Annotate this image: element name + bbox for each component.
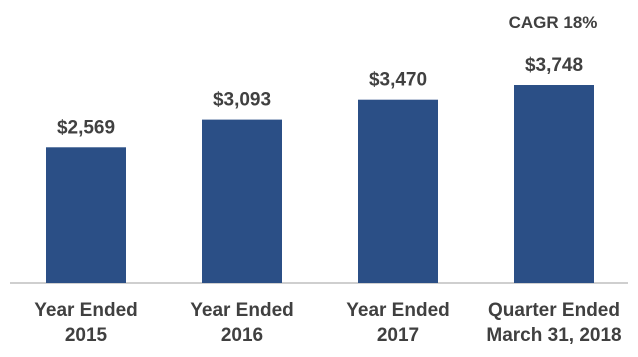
x-tick-label-3-line-1: Year Ended xyxy=(346,300,450,321)
x-tick-label-1-line-2: 2015 xyxy=(65,325,108,346)
bar-4 xyxy=(514,85,594,283)
cagr-annotation: CAGR 18% xyxy=(509,13,598,32)
x-tick-label-4-line-1: Quarter Ended xyxy=(488,300,620,321)
x-tick-label-1-line-1: Year Ended xyxy=(34,300,138,321)
value-label-1: $2,569 xyxy=(57,117,115,138)
tick-labels-layer: Year Ended 2015 Year Ended 2016 Year Ended 20… xyxy=(34,300,621,346)
bar-3 xyxy=(358,99,438,283)
value-labels-layer: $2,569 $3,093 $3,470 $3,748 xyxy=(57,55,583,138)
value-label-2: $3,093 xyxy=(213,90,271,111)
x-tick-label-2-line-1: Year Ended xyxy=(190,300,294,321)
x-tick-label-2-line-2: 2016 xyxy=(221,325,263,346)
value-label-3: $3,470 xyxy=(369,70,427,91)
x-tick-label-3-line-2: 2017 xyxy=(377,325,419,346)
bars-layer xyxy=(46,85,594,283)
bar-1 xyxy=(46,147,126,283)
bar-2 xyxy=(202,119,282,283)
value-label-4: $3,748 xyxy=(525,55,583,76)
x-tick-label-4-line-2: March 31, 2018 xyxy=(486,325,621,346)
